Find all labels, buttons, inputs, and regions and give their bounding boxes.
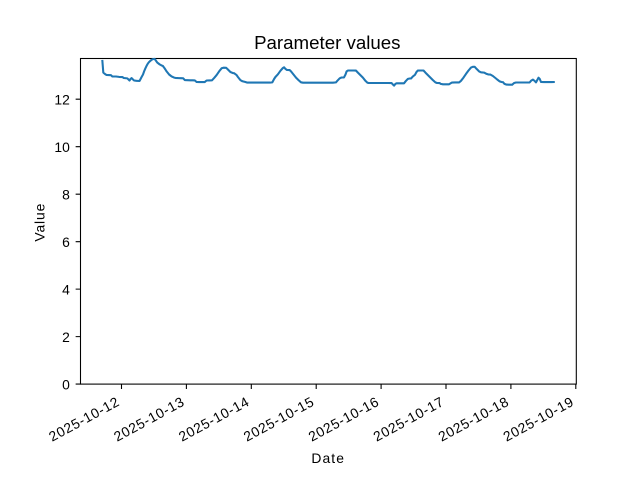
svg-text:4: 4 [62,282,70,298]
svg-text:Parameter values: Parameter values [254,32,400,53]
svg-text:2025-10-19: 2025-10-19 [500,393,576,444]
svg-text:12: 12 [54,92,70,108]
svg-text:0: 0 [62,377,70,393]
svg-text:Value: Value [31,203,47,242]
svg-text:2025-10-18: 2025-10-18 [435,393,511,444]
svg-text:2025-10-13: 2025-10-13 [111,393,187,444]
svg-text:2025-10-17: 2025-10-17 [370,393,446,444]
svg-text:10: 10 [54,139,70,155]
svg-text:2025-10-12: 2025-10-12 [46,393,122,444]
svg-text:Date: Date [311,450,345,466]
svg-text:6: 6 [62,234,70,250]
svg-text:8: 8 [62,187,70,203]
svg-text:2025-10-15: 2025-10-15 [241,393,317,444]
svg-text:2: 2 [62,329,70,345]
svg-text:2025-10-14: 2025-10-14 [176,393,252,444]
svg-text:2025-10-16: 2025-10-16 [306,393,382,444]
